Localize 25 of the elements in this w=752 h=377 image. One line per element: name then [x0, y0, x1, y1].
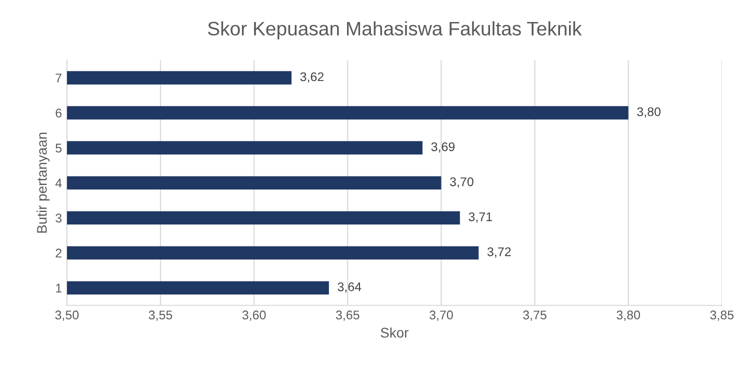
y-tick-label: 6	[56, 108, 62, 118]
x-tick-label: 3,70	[430, 310, 453, 321]
x-tick-label: 3,60	[242, 310, 266, 321]
text: 3,71	[468, 212, 492, 223]
y-tick-label: 4	[55, 178, 62, 188]
text: 3,62	[300, 72, 324, 83]
x-tick-label: 3,85	[710, 310, 734, 321]
chart-title: Skor Kepuasan Mahasiswa Fakultas Teknik	[208, 21, 582, 40]
y-tick-label: 2	[56, 248, 62, 258]
x-axis-title: Skor	[380, 327, 408, 338]
text: 3,69	[431, 142, 455, 153]
x-tick-label: 3,65	[336, 310, 360, 321]
x-tick-label: 3,75	[523, 310, 546, 321]
x-tick-label: 3,50	[55, 310, 79, 321]
x-tick-label: 3,55	[148, 310, 172, 321]
text: 3,70	[450, 177, 474, 188]
y-tick-label: 1	[56, 284, 62, 292]
y-axis-title: Butir pertanyaan	[36, 132, 50, 233]
text: 3,72	[487, 247, 511, 258]
text: 3,80	[637, 107, 661, 118]
x-tick-label: 3,80	[616, 310, 640, 321]
text: 3,64	[338, 282, 362, 293]
y-tick-label: 5	[56, 144, 62, 152]
y-tick-label: 3	[56, 214, 62, 223]
y-tick-label: 7	[56, 74, 62, 82]
